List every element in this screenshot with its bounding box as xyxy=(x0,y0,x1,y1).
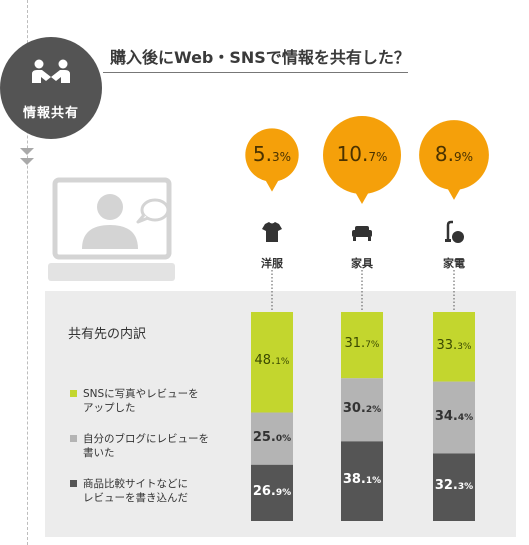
legend-item-blog: 自分のブログにレビューを 書いた xyxy=(70,432,209,460)
bar-segment xyxy=(433,312,475,382)
share-rate-decimal: 3% xyxy=(272,150,292,164)
handshake-people-icon xyxy=(32,59,70,83)
bar-segment-label: 31.7% xyxy=(332,336,392,351)
share-rate-decimal: 7% xyxy=(368,150,388,164)
bar-segment xyxy=(251,312,293,413)
bar-segment-label: 32.3% xyxy=(424,478,484,493)
badge-label: 情報共有 xyxy=(22,106,79,121)
info-share-badge: 情報共有 xyxy=(0,37,102,139)
dashed-guide-line xyxy=(27,0,28,545)
legend-swatch xyxy=(70,390,77,397)
bar-segment xyxy=(251,412,293,465)
share-rate-value: 10. xyxy=(336,142,369,166)
tshirt-icon xyxy=(262,222,282,242)
share-bubble xyxy=(245,128,299,192)
bar-value-decimal: 9% xyxy=(275,487,292,498)
arrow-down-icon xyxy=(20,148,34,155)
bar-segment-label: 34.4% xyxy=(424,409,484,424)
share-rate-value: 8. xyxy=(434,142,455,166)
bar-value-decimal: 3% xyxy=(457,341,472,352)
share-bubble xyxy=(323,116,401,204)
bar-segment-label: 26.9% xyxy=(242,484,302,499)
legend-label: SNSに写真やレビューを アップした xyxy=(83,388,199,414)
bar-segment xyxy=(341,312,383,379)
vacuum-icon xyxy=(445,220,464,243)
bar-segment xyxy=(433,381,475,454)
share-rate-label: 10.7% xyxy=(322,142,402,166)
bar-segment xyxy=(341,441,383,521)
share-rate-value: 5. xyxy=(252,142,273,166)
legend-item-review-site: 商品比較サイトなどに レビューを書き込んだ xyxy=(70,477,188,505)
legend-item-sns: SNSに写真やレビューを アップした xyxy=(70,387,199,415)
bar-value-decimal: 4% xyxy=(457,412,474,423)
bar-value: 26. xyxy=(252,483,276,499)
bar-value-decimal: 7% xyxy=(365,340,380,351)
breakdown-title: 共有先の内訳 xyxy=(68,327,147,342)
bar-segment xyxy=(433,453,475,521)
legend-label: 商品比較サイトなどに レビューを書き込んだ xyxy=(83,478,188,504)
bar-value: 38. xyxy=(342,472,366,488)
bar-value: 48. xyxy=(254,353,276,369)
bar-value: 31. xyxy=(344,336,366,352)
share-bubble xyxy=(419,120,489,200)
legend-swatch xyxy=(70,480,77,487)
category-label: 家電 xyxy=(443,257,465,270)
bar-value: 25. xyxy=(252,429,276,445)
share-rate-decimal: 9% xyxy=(454,150,474,164)
bar-segment-label: 30.2% xyxy=(332,401,392,416)
legend-label: 自分のブログにレビューを 書いた xyxy=(83,433,209,459)
share-rate-label: 5.3% xyxy=(232,142,312,166)
bar-segment-label: 25.0% xyxy=(242,430,302,445)
bar-value: 32. xyxy=(434,478,458,494)
sofa-icon xyxy=(352,226,372,241)
category-label: 家具 xyxy=(351,257,373,270)
bar-segment-label: 48.1% xyxy=(242,353,302,368)
bar-segment xyxy=(251,464,293,521)
monitor-person-speech-icon xyxy=(48,177,175,281)
share-rate-label: 8.9% xyxy=(414,142,494,166)
title-underline xyxy=(103,72,408,73)
arrow-down-icon xyxy=(20,158,34,165)
category-label: 洋服 xyxy=(261,257,283,270)
bar-value-decimal: 1% xyxy=(365,476,382,487)
bar-value-decimal: 1% xyxy=(275,357,290,368)
bar-value: 34. xyxy=(434,408,458,424)
page-title: 購入後にWeb・SNSで情報を共有した？ xyxy=(110,48,410,67)
bar-segment-label: 33.3% xyxy=(424,338,484,353)
bar-segment-label: 38.1% xyxy=(332,472,392,487)
bar-value: 30. xyxy=(342,400,366,416)
bar-value-decimal: 3% xyxy=(457,482,474,493)
legend-swatch xyxy=(70,435,77,442)
bar-segment xyxy=(341,378,383,442)
bar-value-decimal: 2% xyxy=(365,404,382,415)
bar-value: 33. xyxy=(436,337,458,353)
bar-value-decimal: 0% xyxy=(275,433,292,444)
